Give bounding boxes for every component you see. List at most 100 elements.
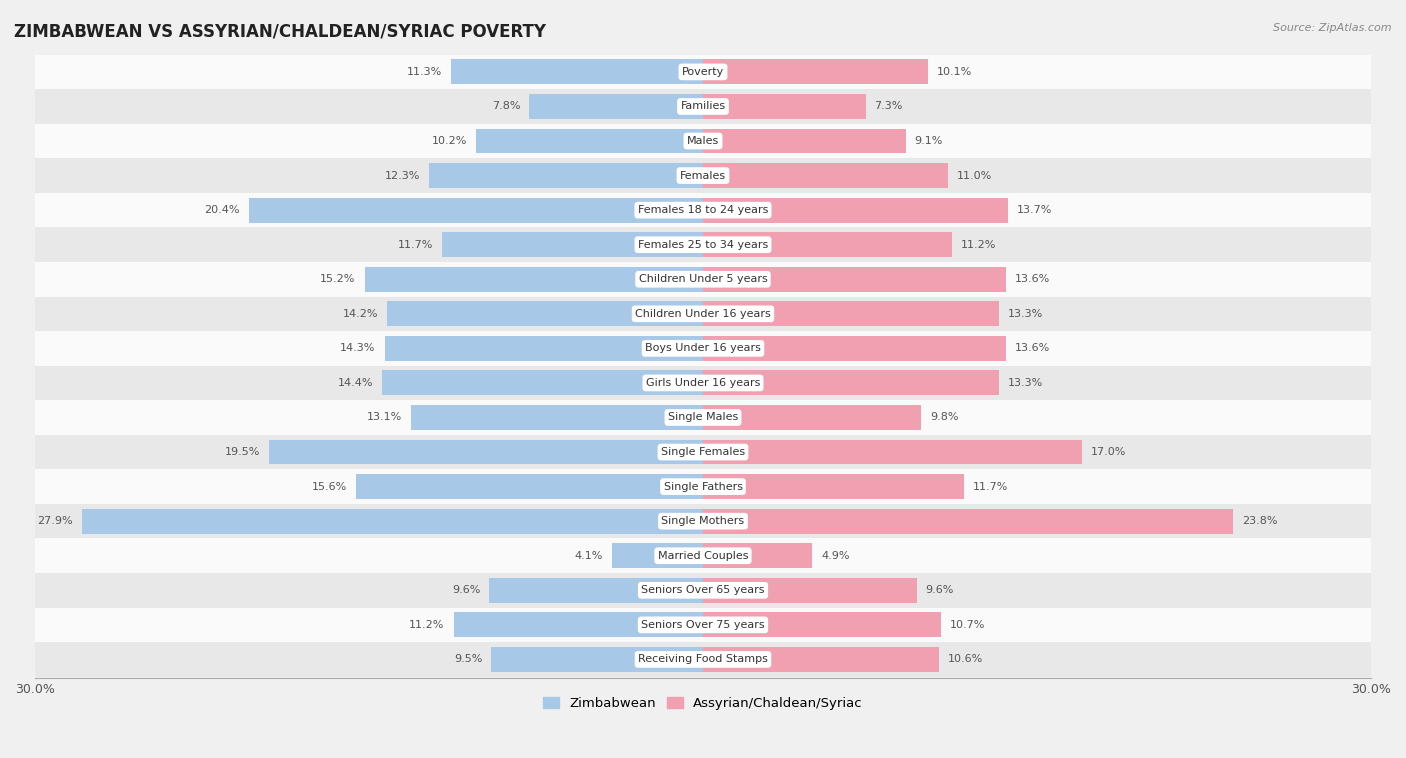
- Bar: [703, 475, 963, 499]
- Text: 9.5%: 9.5%: [454, 654, 482, 665]
- Bar: [35, 642, 1371, 677]
- Bar: [703, 578, 917, 603]
- Bar: [703, 336, 1005, 361]
- Bar: [35, 504, 1371, 538]
- Bar: [35, 227, 1371, 262]
- Text: 27.9%: 27.9%: [37, 516, 73, 526]
- Bar: [475, 129, 703, 153]
- Bar: [703, 302, 1000, 326]
- Bar: [703, 232, 952, 257]
- Text: 17.0%: 17.0%: [1091, 447, 1126, 457]
- Text: 7.3%: 7.3%: [875, 102, 903, 111]
- Bar: [703, 543, 813, 568]
- Bar: [35, 435, 1371, 469]
- Bar: [35, 400, 1371, 435]
- Text: 4.9%: 4.9%: [821, 551, 849, 561]
- Text: Receiving Food Stamps: Receiving Food Stamps: [638, 654, 768, 665]
- Text: Children Under 5 years: Children Under 5 years: [638, 274, 768, 284]
- Text: 11.2%: 11.2%: [962, 240, 997, 249]
- Text: 11.7%: 11.7%: [398, 240, 433, 249]
- Bar: [703, 405, 921, 430]
- Bar: [35, 193, 1371, 227]
- Bar: [269, 440, 703, 465]
- Text: Children Under 16 years: Children Under 16 years: [636, 309, 770, 319]
- Bar: [529, 94, 703, 119]
- Bar: [35, 608, 1371, 642]
- Bar: [35, 365, 1371, 400]
- Text: 10.1%: 10.1%: [936, 67, 972, 77]
- Text: Single Fathers: Single Fathers: [664, 481, 742, 492]
- Bar: [703, 198, 1008, 223]
- Text: 14.2%: 14.2%: [343, 309, 378, 319]
- Bar: [385, 336, 703, 361]
- Text: Seniors Over 65 years: Seniors Over 65 years: [641, 585, 765, 595]
- Bar: [703, 612, 941, 637]
- Text: 9.1%: 9.1%: [914, 136, 943, 146]
- Bar: [703, 509, 1233, 534]
- Text: 19.5%: 19.5%: [225, 447, 260, 457]
- Text: 20.4%: 20.4%: [204, 205, 240, 215]
- Text: 15.6%: 15.6%: [312, 481, 347, 492]
- Bar: [703, 267, 1005, 292]
- Text: 11.2%: 11.2%: [409, 620, 444, 630]
- Text: 15.2%: 15.2%: [321, 274, 356, 284]
- Bar: [612, 543, 703, 568]
- Text: 13.6%: 13.6%: [1015, 343, 1050, 353]
- Bar: [35, 262, 1371, 296]
- Text: 23.8%: 23.8%: [1241, 516, 1278, 526]
- Text: 13.3%: 13.3%: [1008, 378, 1043, 388]
- Text: 13.7%: 13.7%: [1017, 205, 1052, 215]
- Bar: [489, 578, 703, 603]
- Text: 9.8%: 9.8%: [931, 412, 959, 422]
- Text: 13.1%: 13.1%: [367, 412, 402, 422]
- Text: 10.2%: 10.2%: [432, 136, 467, 146]
- Text: Females 18 to 24 years: Females 18 to 24 years: [638, 205, 768, 215]
- Text: Single Males: Single Males: [668, 412, 738, 422]
- Legend: Zimbabwean, Assyrian/Chaldean/Syriac: Zimbabwean, Assyrian/Chaldean/Syriac: [538, 692, 868, 716]
- Bar: [703, 129, 905, 153]
- Bar: [703, 94, 866, 119]
- Text: 14.3%: 14.3%: [340, 343, 375, 353]
- Text: Poverty: Poverty: [682, 67, 724, 77]
- Text: Single Females: Single Females: [661, 447, 745, 457]
- Text: ZIMBABWEAN VS ASSYRIAN/CHALDEAN/SYRIAC POVERTY: ZIMBABWEAN VS ASSYRIAN/CHALDEAN/SYRIAC P…: [14, 23, 546, 41]
- Bar: [703, 371, 1000, 396]
- Bar: [703, 59, 928, 84]
- Text: Girls Under 16 years: Girls Under 16 years: [645, 378, 761, 388]
- Text: Families: Families: [681, 102, 725, 111]
- Bar: [703, 440, 1081, 465]
- Bar: [454, 612, 703, 637]
- Text: Married Couples: Married Couples: [658, 551, 748, 561]
- Bar: [35, 469, 1371, 504]
- Text: Seniors Over 75 years: Seniors Over 75 years: [641, 620, 765, 630]
- Text: 12.3%: 12.3%: [385, 171, 420, 180]
- Text: 10.6%: 10.6%: [948, 654, 983, 665]
- Text: 9.6%: 9.6%: [925, 585, 955, 595]
- Text: 11.0%: 11.0%: [957, 171, 993, 180]
- Text: 13.6%: 13.6%: [1015, 274, 1050, 284]
- Bar: [35, 538, 1371, 573]
- Bar: [364, 267, 703, 292]
- Bar: [35, 55, 1371, 89]
- Text: Source: ZipAtlas.com: Source: ZipAtlas.com: [1274, 23, 1392, 33]
- Bar: [382, 371, 703, 396]
- Text: 9.6%: 9.6%: [451, 585, 481, 595]
- Text: 13.3%: 13.3%: [1008, 309, 1043, 319]
- Bar: [35, 573, 1371, 608]
- Bar: [35, 331, 1371, 365]
- Bar: [35, 296, 1371, 331]
- Text: Boys Under 16 years: Boys Under 16 years: [645, 343, 761, 353]
- Bar: [703, 647, 939, 672]
- Bar: [82, 509, 703, 534]
- Text: 7.8%: 7.8%: [492, 102, 520, 111]
- Bar: [451, 59, 703, 84]
- Text: 4.1%: 4.1%: [575, 551, 603, 561]
- Bar: [35, 158, 1371, 193]
- Bar: [443, 232, 703, 257]
- Text: Males: Males: [688, 136, 718, 146]
- Bar: [429, 163, 703, 188]
- Bar: [35, 89, 1371, 124]
- Bar: [387, 302, 703, 326]
- Bar: [35, 124, 1371, 158]
- Bar: [249, 198, 703, 223]
